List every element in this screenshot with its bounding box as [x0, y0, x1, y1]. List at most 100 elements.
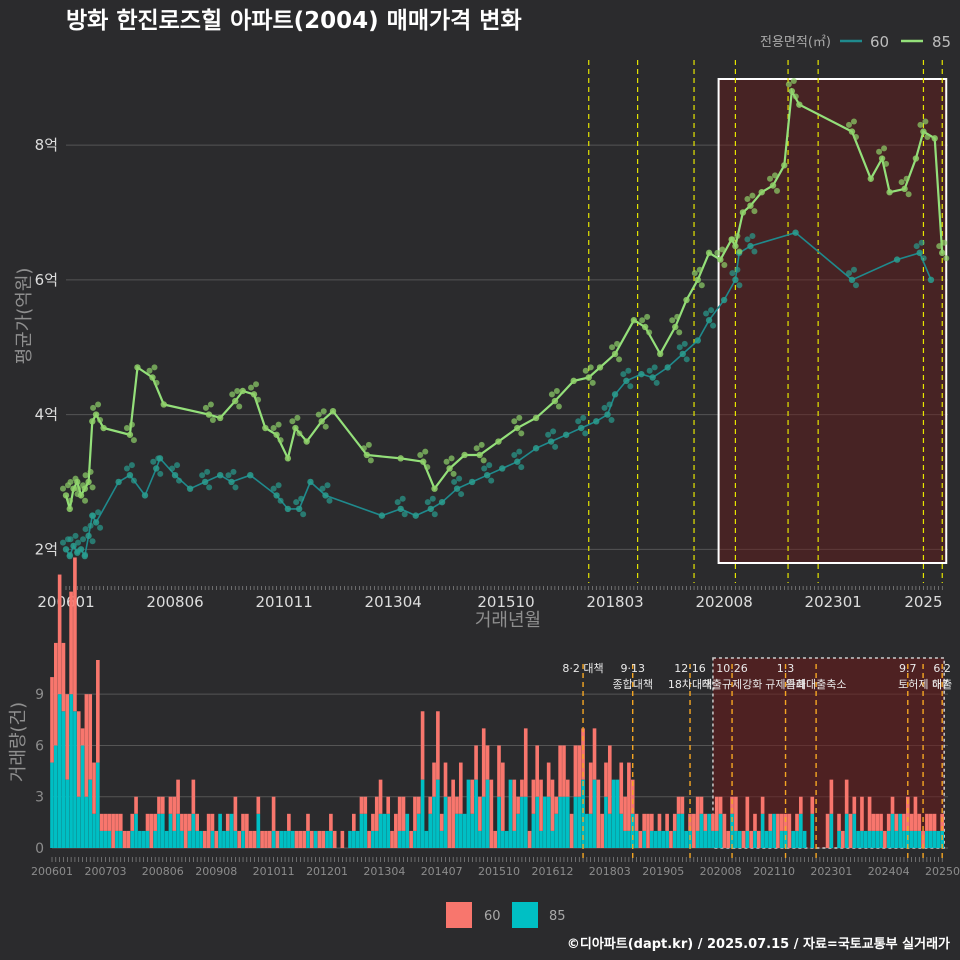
bar-85 [802, 830, 807, 848]
scatter-point-85 [943, 255, 950, 262]
bar-85 [607, 813, 612, 848]
data-point-85 [920, 128, 927, 135]
bar-60 [760, 796, 765, 814]
policy-annotation: 토허제 해? [898, 677, 948, 691]
data-point-85 [62, 492, 70, 499]
bar-85 [355, 830, 360, 848]
bar-60 [436, 711, 440, 780]
scatter-point-85 [850, 118, 857, 125]
bar-60 [183, 813, 188, 848]
data-point-85 [89, 418, 96, 425]
scatter-point-60 [95, 509, 102, 516]
bar-60 [734, 796, 738, 831]
bar-85 [153, 830, 157, 848]
scatter-point-60 [676, 344, 683, 351]
bar-60 [669, 830, 673, 848]
bar-85 [80, 745, 85, 848]
scatter-point-60 [481, 465, 488, 472]
scatter-point-60 [399, 495, 406, 502]
scatter-point-85 [255, 396, 262, 403]
bar-60 [596, 779, 601, 848]
bar-85 [92, 813, 96, 848]
bar-85 [928, 830, 933, 848]
scatter-point-85 [67, 478, 74, 485]
bar-85 [711, 830, 715, 848]
bar-60 [401, 796, 406, 831]
data-point-85 [931, 135, 938, 142]
bar-85 [443, 796, 448, 848]
data-point-85 [77, 492, 85, 499]
data-point-60 [228, 478, 235, 486]
bar-60 [799, 796, 803, 814]
scatter-point-85 [736, 248, 743, 255]
legend-label-85: 85 [932, 33, 951, 51]
data-point-85 [732, 242, 739, 250]
scatter-point-60 [72, 532, 79, 539]
bar-60 [680, 796, 685, 814]
bar-60 [932, 813, 937, 831]
scatter-point-60 [232, 484, 239, 491]
scatter-point-85 [478, 441, 485, 448]
scatter-point-60 [82, 526, 89, 533]
bar-85 [371, 830, 375, 848]
bar-60 [84, 694, 89, 797]
legend-label-60: 60 [870, 33, 889, 51]
y-tick-label: 2억 [35, 540, 58, 558]
scatter-point-85 [772, 172, 779, 179]
bar-85 [180, 830, 184, 848]
scatter-point-60 [620, 371, 627, 378]
data-point-85 [747, 202, 754, 209]
bar-60 [61, 642, 66, 712]
x-tick-label: 202008 [695, 593, 752, 611]
scatter-point-85 [123, 425, 130, 432]
scatter-point-85 [548, 391, 555, 398]
bar-x-tick-label: 202110 [753, 865, 795, 878]
bar-85 [229, 813, 234, 848]
scatter-point-60 [751, 248, 758, 255]
scatter-point-85 [674, 313, 681, 320]
bar-60 [474, 745, 478, 780]
bar-60 [497, 745, 501, 797]
data-point-60 [77, 546, 85, 553]
x-tick-label: 2025 [904, 593, 942, 611]
scatter-point-60 [545, 431, 552, 438]
bar-85 [352, 830, 356, 848]
scatter-point-85 [365, 441, 372, 448]
bar-60 [623, 796, 627, 831]
bar-85 [107, 830, 112, 848]
scatter-point-85 [97, 416, 104, 423]
policy-annotation: 대출 [932, 678, 952, 691]
data-point-60 [732, 276, 739, 284]
bar-85 [768, 830, 773, 848]
bar-60 [688, 813, 692, 831]
scatter-point-85 [614, 340, 621, 347]
bar-60 [107, 813, 112, 831]
bar-85 [894, 830, 899, 848]
bar-60 [634, 813, 639, 831]
bar-60 [50, 677, 54, 763]
scatter-point-85 [845, 121, 852, 128]
bar-60 [692, 813, 696, 848]
bar-85 [867, 830, 872, 848]
bar-60 [96, 660, 100, 763]
scatter-point-85 [296, 430, 303, 437]
bar-85 [397, 830, 402, 848]
policy-annotation: 12·16 [674, 662, 706, 675]
x-tick-label: 202301 [805, 593, 862, 611]
bar-60 [195, 813, 199, 831]
data-point-60 [893, 256, 901, 263]
bar-60 [829, 779, 834, 814]
scatter-point-85 [236, 403, 243, 410]
data-point-60 [378, 512, 386, 519]
bar-85 [481, 796, 486, 848]
scatter-point-85 [248, 384, 255, 391]
data-point-60 [295, 505, 303, 513]
bar-85 [558, 796, 562, 848]
bar-legend-swatch-85 [512, 902, 538, 928]
bar-60 [753, 813, 757, 831]
bar-y-axis-label: 거래량(건) [8, 702, 29, 782]
data-point-85 [232, 397, 239, 405]
bar-60 [271, 796, 276, 831]
bar-85 [420, 779, 425, 848]
bar-60 [546, 762, 551, 797]
